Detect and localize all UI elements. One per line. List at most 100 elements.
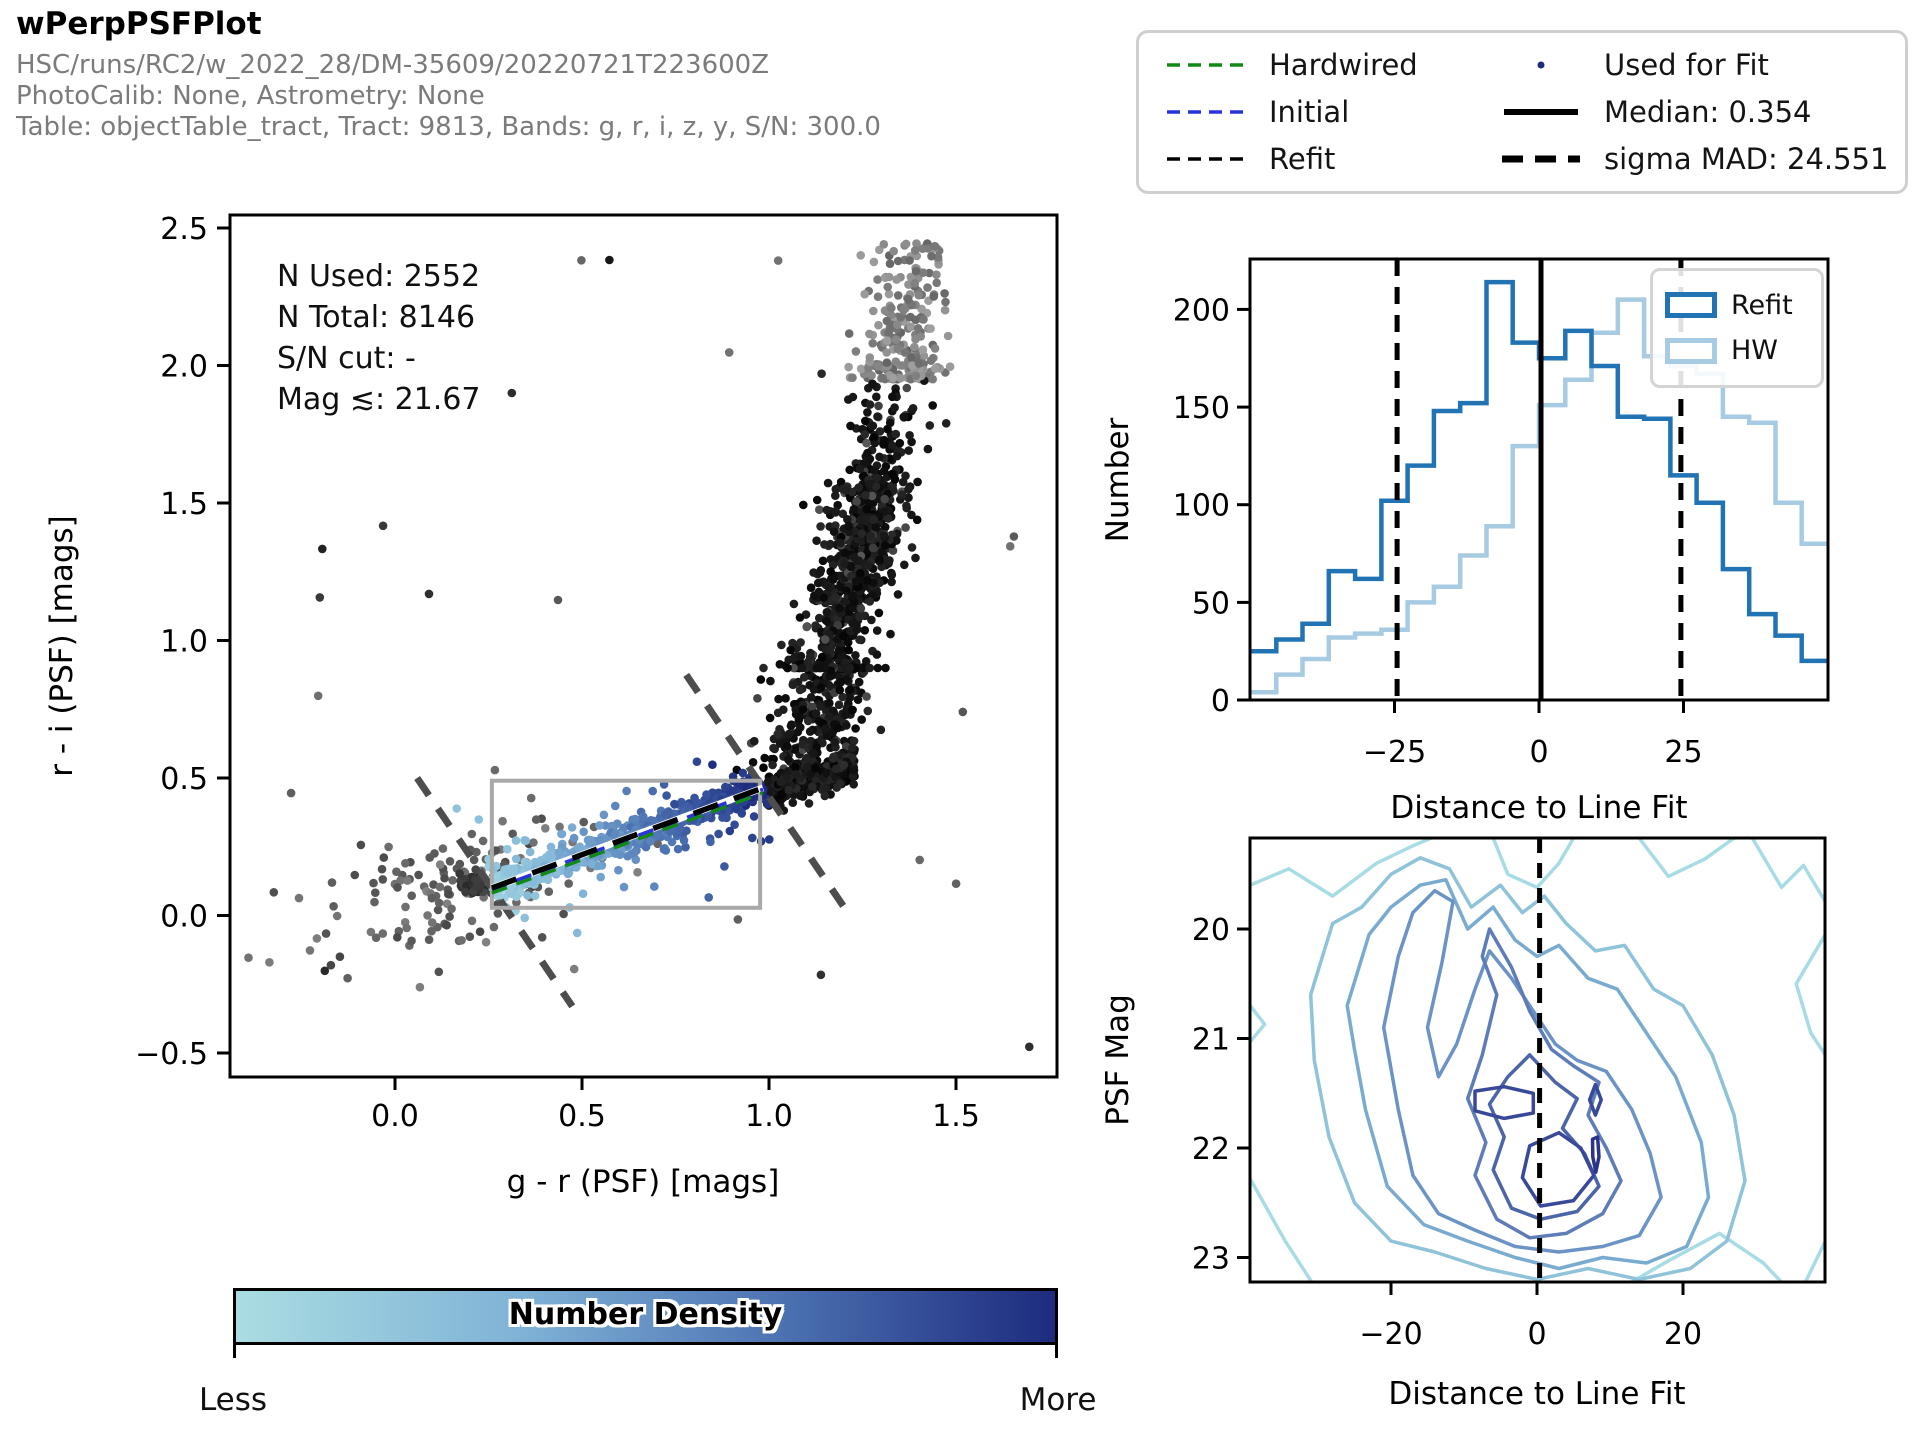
y-tick-label: 2.0 (160, 350, 208, 385)
legend-item-refit: Refit (1163, 142, 1498, 176)
hardwired-fit-line (491, 791, 764, 895)
x-tick-label: 25 (1664, 735, 1702, 770)
red-branch-points (732, 239, 955, 782)
used-for-fit-marker-sample (1537, 61, 1545, 69)
contour-level (1590, 1135, 1601, 1174)
mag-cut-stat: Mag ≲: 21.67 (277, 382, 481, 417)
colorbar-label: Number Density (508, 1297, 783, 1332)
y-tick-label: 0.5 (160, 762, 208, 797)
x-tick-label: −20 (1359, 1317, 1422, 1352)
hist-legend-item-refit: Refit (1665, 290, 1809, 321)
cut-line (414, 776, 576, 1009)
legend-item-median: Median: 0.354 (1498, 95, 1895, 129)
y-tick-label: 0.0 (160, 900, 208, 935)
sn-cut-stat: S/N cut: - (277, 341, 416, 376)
y-tick-label: 22 (1192, 1132, 1230, 1167)
contour-group (1250, 838, 1825, 1282)
x-tick-label: 0 (1529, 735, 1548, 770)
perpendicular-cut-lines (414, 672, 847, 1009)
y-tick-label: 100 (1173, 489, 1230, 524)
refit-swatch (1665, 292, 1717, 319)
legend-label: Hardwired (1269, 47, 1418, 82)
y-tick-label: −0.5 (135, 1037, 208, 1072)
y-tick-label: 1.0 (160, 625, 208, 660)
contour-level (1628, 1231, 1784, 1282)
cut-line (683, 672, 847, 908)
y-tick-label: 150 (1173, 391, 1230, 426)
metadata-line-calib: PhotoCalib: None, Astrometry: None (16, 81, 485, 111)
contour-level (1308, 856, 1747, 1282)
n-used-stat: N Used: 2552 (277, 259, 481, 294)
initial-line-sample (1167, 110, 1245, 114)
y-tick-label: 1.5 (160, 487, 208, 522)
legend-label: Median: 0.354 (1604, 94, 1812, 129)
sigma-mad-line-sample (1502, 155, 1580, 163)
contour-level (1803, 1240, 1825, 1282)
colorbar-less-label: Less (198, 1382, 268, 1418)
legend-label: Refit (1269, 142, 1336, 177)
x-tick-label: 20 (1664, 1317, 1702, 1352)
colorbar-left-tick (233, 1345, 236, 1358)
colorbar-more-label: More (1019, 1382, 1097, 1418)
contour-level (1520, 1130, 1596, 1208)
x-tick-label: 0.5 (558, 1099, 606, 1134)
y-tick-label: 200 (1173, 293, 1230, 328)
y-tick-label: 0 (1211, 684, 1230, 719)
metadata-block: HSC/runs/RC2/w_2022_28/DM-35609/20220721… (16, 50, 881, 143)
sparse-outlier-points (286, 255, 1034, 1052)
x-tick-label: 0.0 (371, 1099, 419, 1134)
refit-fit-line (490, 785, 764, 891)
hist-legend-label: HW (1731, 335, 1778, 367)
legend-label: sigma MAD: 24.551 (1604, 142, 1889, 177)
y-tick-label: 20 (1192, 913, 1230, 948)
contour-level (1587, 1082, 1603, 1117)
main-plot-frame (228, 213, 1059, 1079)
contour-y-axis-label: PSF Mag (1100, 994, 1136, 1125)
page-title: wPerpPSFPlot (16, 6, 262, 42)
legend-item-hardwired: Hardwired (1163, 48, 1498, 82)
hist-legend-item-hw: HW (1665, 335, 1809, 366)
metadata-line-table: Table: objectTable_tract, Tract: 9813, B… (16, 112, 881, 142)
y-tick-label: 2.5 (160, 212, 208, 247)
contour-level (1637, 838, 1736, 879)
hist-legend-label: Refit (1731, 289, 1793, 321)
y-tick-label: 23 (1192, 1242, 1230, 1277)
fit-selection-box (489, 778, 763, 910)
knee-points (761, 743, 859, 815)
hist-x-axis-label: Distance to Line Fit (1390, 790, 1687, 826)
legend-label: Used for Fit (1604, 47, 1769, 82)
main-x-axis-label: g - r (PSF) [mags] (507, 1164, 780, 1200)
contour-level (1250, 1177, 1314, 1282)
hw-swatch (1665, 337, 1717, 364)
contour-level (1465, 927, 1623, 1240)
contour-level (1250, 1004, 1267, 1043)
contour-level (1487, 1053, 1601, 1221)
contour-level (1794, 933, 1825, 1056)
fit-lines-group (490, 784, 765, 895)
legend-label: Initial (1269, 94, 1350, 129)
hist-y-axis-label: Number (1100, 417, 1136, 542)
median-line-sample (1504, 108, 1578, 115)
x-tick-label: 1.0 (745, 1099, 793, 1134)
y-tick-label: 21 (1192, 1023, 1230, 1058)
refit-line-sample (1167, 157, 1245, 162)
n-total-stat: N Total: 8146 (277, 300, 476, 335)
contour-x-axis-label: Distance to Line Fit (1388, 1376, 1685, 1412)
contour-level (1473, 1084, 1536, 1121)
colorbar-right-tick (1055, 1345, 1058, 1358)
fit-stats-annotation: N Used: 2552 N Total: 8146 S/N cut: - Ma… (277, 256, 481, 420)
legend-item-sigma-mad: sigma MAD: 24.551 (1498, 142, 1895, 176)
metadata-line-run: HSC/runs/RC2/w_2022_28/DM-35609/20220721… (16, 50, 770, 80)
legend-item-used-for-fit: Used for Fit (1498, 48, 1895, 82)
contour-level (1345, 877, 1711, 1271)
contour-level (1381, 888, 1663, 1254)
main-y-axis-label: r - i (PSF) [mags] (44, 515, 80, 777)
x-tick-label: −25 (1363, 735, 1426, 770)
contour-level (1491, 838, 1576, 890)
contour-level (1750, 838, 1825, 903)
contour-level (1250, 838, 1432, 898)
x-tick-label: 0 (1527, 1317, 1546, 1352)
number-density-colorbar (233, 1288, 1058, 1345)
